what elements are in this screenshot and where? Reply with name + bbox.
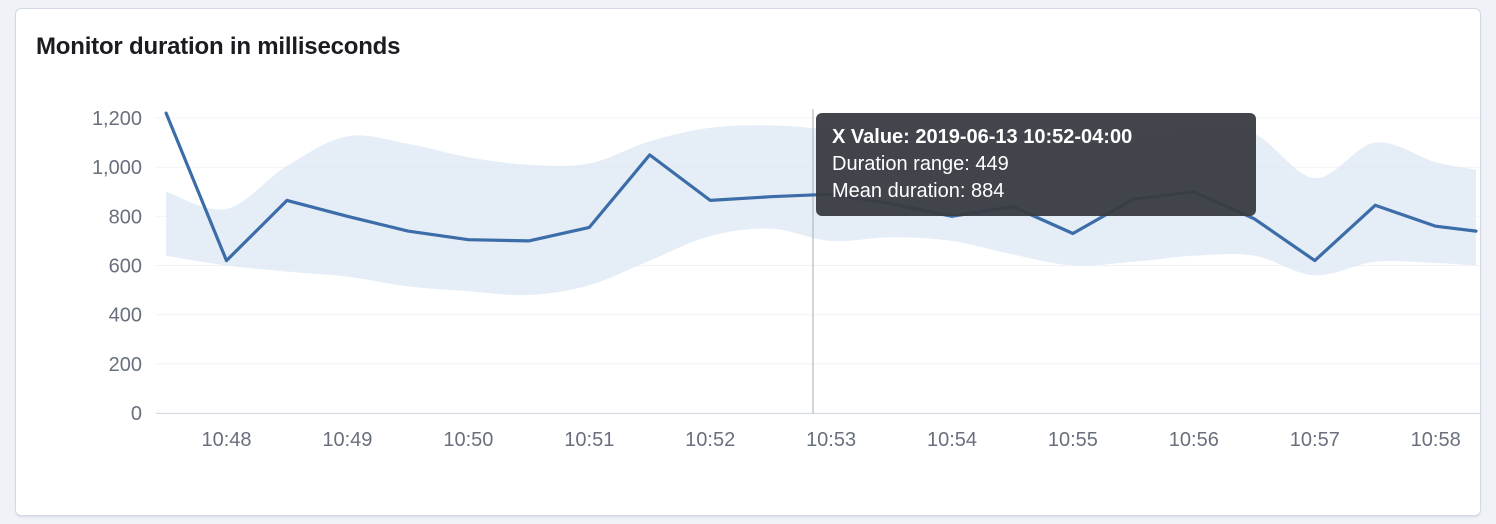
y-tick-label: 1,000 [92,157,142,179]
x-tick-label: 10:51 [564,429,614,451]
duration-chart[interactable]: 0 200 400 600 800 1,000 1,200 10:48 10:49 10:50 10… [16,9,1480,515]
y-tick-label: 600 [109,256,142,278]
x-tick-label: 10:54 [927,429,977,451]
x-tick-label: 10:57 [1290,429,1340,451]
y-tick-label: 800 [109,206,142,228]
chart-tooltip: X Value: 2019-06-13 10:52-04:00 Duration… [816,113,1256,216]
x-tick-label: 10:52 [685,429,735,451]
monitor-duration-card: Monitor duration in milliseconds 0 200 400… [15,8,1481,516]
chart-title: Monitor duration in milliseconds [36,33,401,60]
x-tick-label: 10:56 [1169,429,1219,451]
x-tick-label: 10:49 [322,429,372,451]
x-tick-label: 10:48 [201,429,251,451]
y-tick-label: 400 [109,305,142,327]
y-tick-label: 0 [131,403,142,425]
y-tick-label: 200 [109,354,142,376]
y-tick-label: 1,200 [92,108,142,130]
x-tick-label: 10:50 [443,429,493,451]
tooltip-mean-duration: Mean duration: 884 [832,180,1005,202]
x-tick-label: 10:53 [806,429,856,451]
x-tick-label: 10:58 [1411,429,1461,451]
x-tick-label: 10:55 [1048,429,1098,451]
tooltip-duration-range: Duration range: 449 [832,153,1009,175]
tooltip-x-value: X Value: 2019-06-13 10:52-04:00 [832,126,1133,148]
